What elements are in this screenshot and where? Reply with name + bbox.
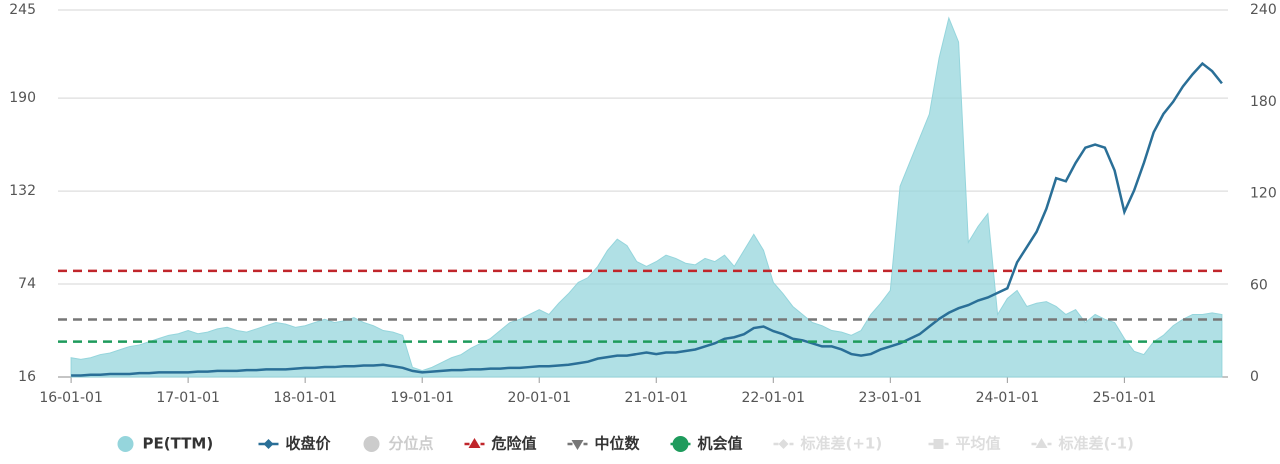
legend-marker	[672, 436, 689, 452]
legend-item[interactable]: 平均值	[928, 435, 1001, 453]
x-tick-label: 25-01-01	[1093, 390, 1157, 406]
legend-marker	[363, 436, 380, 452]
y2-tick-label: 60	[1250, 277, 1268, 293]
legend-item[interactable]: PE(TTM)	[117, 435, 214, 453]
legend-label: 中位数	[595, 435, 641, 453]
legend-label: 机会值	[698, 435, 743, 453]
legend-marker	[263, 439, 274, 449]
x-tick-label: 16-01-01	[39, 390, 103, 406]
legend-item[interactable]: 机会值	[670, 435, 743, 453]
legend-item[interactable]: 收盘价	[258, 435, 332, 453]
legend-marker	[933, 439, 944, 449]
legend-marker	[468, 438, 481, 448]
x-tick-label: 18-01-01	[273, 390, 337, 406]
price-line	[71, 61, 1223, 377]
y-tick-label: 190	[9, 90, 36, 106]
x-tick-label: 19-01-01	[390, 390, 454, 406]
legend-label: 危险值	[492, 435, 537, 453]
legend-item[interactable]: 中位数	[567, 435, 641, 453]
y2-tick-label: 240	[1250, 2, 1277, 18]
legend-marker	[778, 439, 789, 449]
y-tick-label: 245	[9, 2, 36, 18]
x-tick-label: 24-01-01	[976, 390, 1040, 406]
x-tick-label: 23-01-01	[859, 390, 923, 406]
x-tick-label: 17-01-01	[156, 390, 220, 406]
legend-label: 标准差(+1)	[800, 435, 883, 453]
legend-label: 收盘价	[286, 435, 332, 453]
y2-tick-label: 180	[1250, 94, 1277, 110]
legend-label: 平均值	[956, 435, 1001, 453]
legend-label: PE(TTM)	[143, 435, 214, 453]
x-tick-label: 20-01-01	[507, 390, 571, 406]
x-tick-label: 21-01-01	[624, 390, 688, 406]
legend-marker	[117, 436, 134, 452]
legend-item[interactable]: 标准差(+1)	[773, 435, 883, 453]
pe-area	[70, 16, 1223, 378]
legend-item[interactable]: 标准差(-1)	[1031, 435, 1134, 453]
legend-item[interactable]: 分位点	[363, 435, 434, 453]
y2-tick-label: 0	[1250, 369, 1259, 385]
y-tick-label: 16	[18, 369, 36, 385]
legend-label: 标准差(-1)	[1058, 435, 1134, 453]
legend-label: 分位点	[389, 435, 434, 453]
y-tick-label: 74	[18, 276, 36, 292]
x-tick-label: 22-01-01	[742, 390, 806, 406]
legend-marker	[571, 440, 584, 450]
legend-item[interactable]: 危险值	[464, 435, 537, 453]
y-tick-label: 132	[9, 183, 36, 199]
y2-tick-label: 120	[1250, 186, 1277, 202]
legend-marker	[1035, 438, 1048, 448]
